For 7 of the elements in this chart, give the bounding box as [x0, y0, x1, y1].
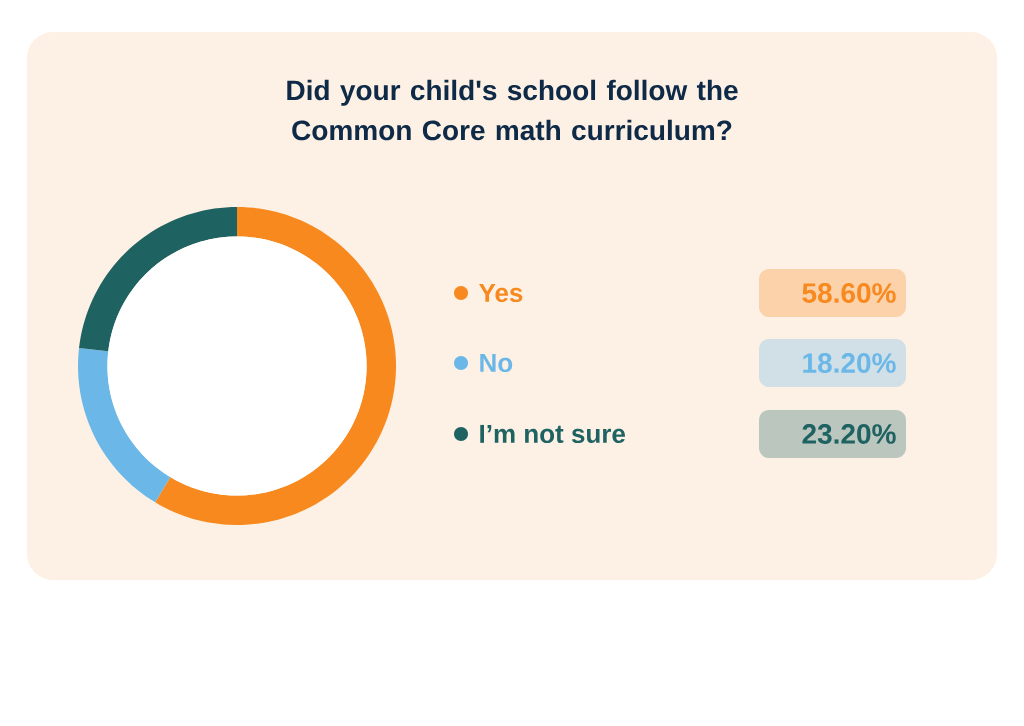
data-label: 23.20%: [802, 424, 896, 444]
data-label: 18.20%: [803, 353, 896, 373]
legend-label: Yes: [478, 283, 523, 303]
legend-label: No: [480, 353, 513, 373]
legend-label: I’m not sure: [480, 424, 625, 444]
data-label: 58.60%: [802, 283, 896, 303]
chart-title: Did your child's school follow the Common Core math curriculum?: [287, 79, 738, 141]
